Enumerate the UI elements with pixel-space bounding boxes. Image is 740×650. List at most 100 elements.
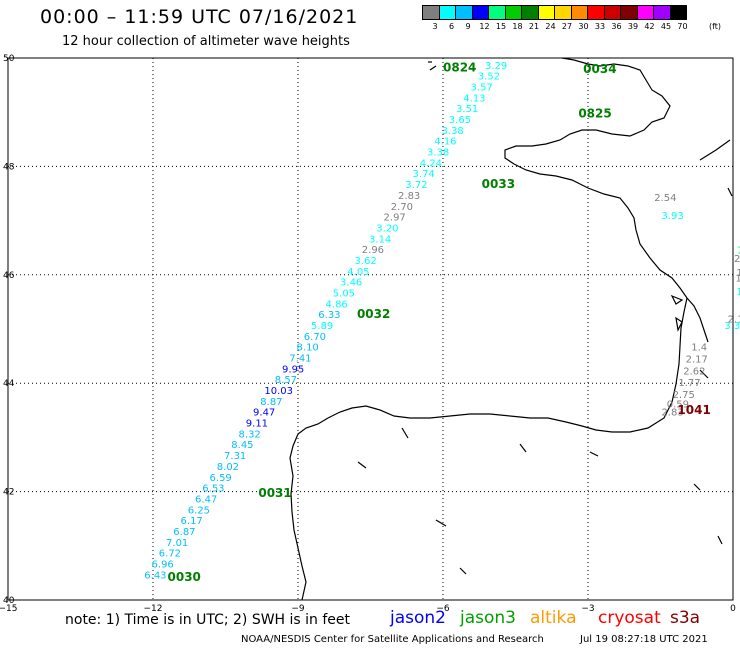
swh-value-jason3: 3.29	[485, 61, 507, 72]
swh-value-jason3: 8.87	[260, 397, 282, 408]
swh-value-jason3: 6.70	[304, 332, 326, 343]
swh-value-jason3: 10.03	[264, 386, 293, 397]
map-frame	[7, 57, 734, 601]
lat-tick-label: 44	[3, 379, 15, 389]
coastline-brittany	[504, 65, 688, 299]
swh-value-jason3: 3.62	[355, 256, 377, 267]
swh-value-jason3: 6.72	[159, 549, 181, 560]
island-oleron	[675, 316, 683, 332]
legend-swatch-label: 33	[594, 22, 606, 31]
lake-outline	[693, 483, 701, 491]
time-labels: 0824003408250033082610400032104100310030	[168, 61, 711, 584]
swh-value-jason3: 8.32	[239, 429, 261, 440]
swh-value-altika: 1.77	[678, 378, 700, 389]
swh-value-altika: 0.59	[667, 400, 689, 411]
footer-note: note: 1) Time is in UTC; 2) SWH is in fe…	[65, 612, 351, 628]
swh-value-jason3: 6.59	[210, 473, 232, 484]
legend-swatch-label: 9	[465, 22, 471, 31]
swh-value-jason3: 3.46	[340, 278, 362, 289]
legend-swatch-label: 27	[561, 22, 573, 31]
swh-value-jason3: 3.72	[405, 180, 427, 191]
lake-outline	[435, 519, 447, 527]
coastline-france-north	[699, 139, 731, 161]
swh-value-jason3: 8.45	[231, 440, 253, 451]
lat-tick-label: 48	[3, 162, 15, 172]
lake-outline	[519, 443, 527, 453]
swh-value-jason3: 6.33	[318, 310, 340, 321]
swh-value-altika: 1.59	[735, 273, 740, 284]
swh-value-altika: 3.31	[724, 321, 740, 332]
legend-swatch-label: 21	[528, 22, 540, 31]
legend-unit: (ft)	[708, 22, 722, 31]
swh-value-jason3: 8.10	[297, 343, 319, 354]
satellite-s3a: s3a	[670, 608, 701, 628]
coastline	[289, 57, 733, 601]
swh-value-jason3: 4.86	[326, 299, 348, 310]
lon-tick-label: −9	[291, 604, 305, 614]
swh-value-jason3: 6.25	[188, 505, 210, 516]
swh-value-jason3: 3.74	[413, 169, 435, 180]
legend-swatch-label: 30	[578, 22, 589, 31]
pass-time-label: 1041	[677, 403, 710, 417]
lake-outline	[357, 461, 367, 469]
island-ile-re	[670, 294, 684, 305]
swh-value-altika: 1.59	[736, 268, 740, 279]
legend-swatch-label: 42	[644, 22, 655, 31]
swh-value-jason3: 3.51	[456, 104, 478, 115]
lon-tick-label: −6	[436, 604, 450, 614]
color-legend	[422, 5, 687, 20]
lat-tick-label: 40	[3, 596, 15, 606]
coastline-iberia	[289, 297, 688, 601]
swh-value-jason3: 6.47	[195, 494, 217, 505]
satellite-cryosat: cryosat	[598, 608, 661, 628]
swh-value-altika: 2.17	[686, 355, 708, 366]
legend-swatch-label: 39	[627, 22, 639, 31]
lake-outline	[717, 535, 723, 545]
swh-value-jason3: 6.96	[152, 559, 174, 570]
lake-outline	[589, 451, 599, 457]
lake-outline	[401, 427, 409, 439]
swh-value-jason3: 3.57	[471, 83, 493, 94]
pass-time-label: 0030	[168, 570, 201, 584]
swh-value-jason3: 6.43	[144, 570, 166, 581]
swh-value-altika: 2.12	[728, 314, 740, 325]
legend-swatch-label: 36	[611, 22, 622, 31]
legend-swatch-label: 45	[660, 22, 672, 31]
swh-value-altika: 2.27	[734, 254, 740, 265]
swh-value-altika: 1.59	[736, 287, 740, 298]
color-legend-labels: 3 6 9 12 15 18 21 24 27 30 33 36 39 42 45 70 (ft)	[423, 22, 740, 34]
lon-tick-label: −3	[581, 604, 594, 614]
swh-value-jason3: 2.70	[391, 202, 413, 213]
swh-value-jason3: 6.87	[173, 527, 195, 538]
lon-tick-label: −15	[0, 604, 18, 614]
swh-value-jason3: 6.53	[202, 484, 224, 495]
footer-credit: NOAA/NESDIS Center for Satellite Applica…	[241, 634, 544, 645]
swh-value-jason3: 3.38	[427, 148, 449, 159]
pass-time-label: 0031	[258, 486, 291, 500]
swh-value-altika: 3.93	[661, 211, 683, 222]
swh-value-jason3: 7.01	[166, 538, 188, 549]
legend-swatch-label: 12	[479, 22, 490, 31]
swh-value-altika: 2.75	[673, 390, 695, 401]
swh-value-jason3: 4.24	[420, 158, 442, 169]
legend-swatch-label: 24	[545, 22, 556, 31]
satellite-altika: altika	[530, 608, 577, 628]
lon-tick-label: −12	[144, 604, 163, 614]
swh-value-jason3: 3.52	[478, 72, 500, 83]
legend-swatch-label: 18	[512, 22, 523, 31]
swh-value-jason3: 7.41	[289, 354, 311, 365]
legend-swatch-label: 15	[495, 22, 507, 31]
inland-water	[357, 61, 723, 575]
swh-value-jason3: 8.02	[217, 462, 239, 473]
page-subtitle: 12 hour collection of altimeter wave hei…	[62, 34, 350, 49]
swh-value-jason3: 9.95	[282, 364, 304, 375]
swh-points: 6.436.966.727.016.876.176.256.476.536.59…	[144, 61, 740, 581]
swh-value-jason3: 2.83	[398, 191, 420, 202]
axis-labels: −15 −12 −9 −6 −3 0 50 48 46 44 42 40	[0, 54, 736, 614]
swh-value-jason3: 4.16	[434, 137, 456, 148]
swh-value-jason3: 3.65	[449, 115, 471, 126]
swh-value-jason3: 9.11	[246, 419, 268, 430]
swh-value-altika: 1.4	[691, 343, 707, 354]
swh-value-jason3: 6.17	[181, 516, 203, 527]
swh-value-jason3: 7.31	[224, 451, 246, 462]
